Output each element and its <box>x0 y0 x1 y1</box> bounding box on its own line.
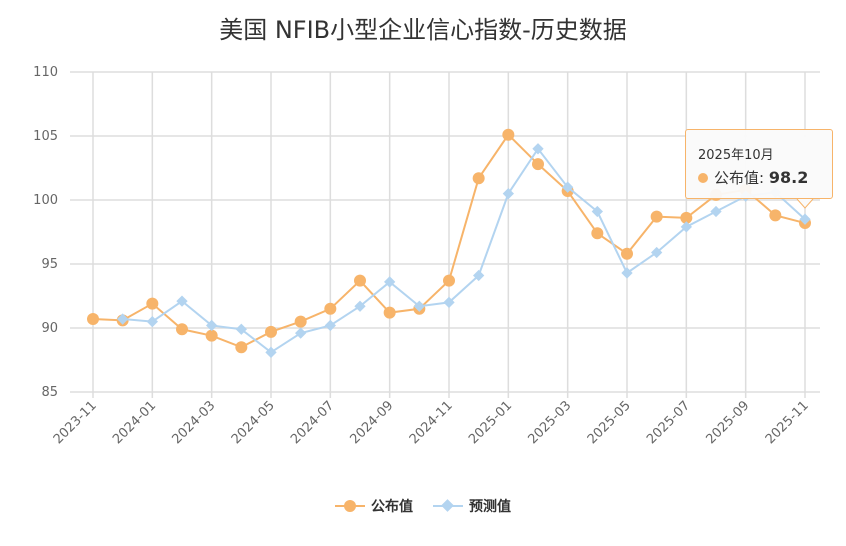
data-point <box>87 313 99 326</box>
data-point <box>621 267 633 279</box>
data-point <box>532 143 544 155</box>
data-point <box>472 172 485 185</box>
x-tick-label: 2024-03 <box>169 398 218 447</box>
x-tick-label: 2024-09 <box>347 398 396 447</box>
data-point <box>324 302 337 315</box>
data-point <box>176 323 188 336</box>
data-point <box>680 211 693 224</box>
data-point <box>384 276 396 288</box>
x-tick-label: 2024-11 <box>407 398 456 447</box>
data-point <box>354 274 366 287</box>
data-point <box>710 205 722 218</box>
tooltip-value: 98.2 <box>768 168 809 187</box>
x-tick-label: 2025-01 <box>466 398 515 447</box>
data-point <box>146 315 158 328</box>
data-point <box>799 213 811 225</box>
x-tick-label: 2024-01 <box>110 398 159 447</box>
data-point <box>295 327 307 339</box>
x-tick-label: 2025-11 <box>763 398 812 447</box>
y-tick-label: 90 <box>41 321 58 336</box>
x-tick-label: 2023-11 <box>51 398 100 447</box>
x-tick-label: 2025-09 <box>703 398 752 447</box>
tooltip: 2025年10月 公布值: 98.2 <box>685 129 833 199</box>
data-point <box>413 300 425 312</box>
data-point <box>443 296 455 309</box>
x-tick-label: 2025-05 <box>585 398 634 447</box>
legend: 公布值 预测值 <box>0 496 846 516</box>
data-point <box>265 346 277 358</box>
data-point <box>562 181 574 193</box>
data-point <box>502 187 514 200</box>
legend-item-published[interactable]: 公布值 <box>335 496 413 516</box>
data-point <box>176 295 188 307</box>
y-tick-label: 85 <box>41 385 58 400</box>
data-point <box>443 274 455 287</box>
data-point <box>621 247 633 260</box>
y-tick-label: 95 <box>41 257 58 272</box>
y-tick-label: 100 <box>33 193 58 208</box>
data-point <box>324 319 336 332</box>
data-point <box>591 227 604 240</box>
y-tick-label: 105 <box>33 129 58 144</box>
data-point <box>294 315 307 328</box>
data-point <box>235 323 247 335</box>
tooltip-date: 2025年10月 <box>698 148 774 163</box>
circle-marker-icon <box>698 173 708 183</box>
data-point <box>205 329 218 342</box>
tooltip-pointer <box>796 198 814 209</box>
data-point <box>769 209 782 222</box>
data-point <box>265 325 277 338</box>
x-tick-label: 2024-05 <box>229 398 278 447</box>
data-point <box>473 269 485 282</box>
data-point <box>146 297 159 310</box>
circle-marker-icon <box>335 500 365 512</box>
tooltip-series: 公布值 <box>714 169 760 187</box>
data-point <box>235 341 248 354</box>
data-point <box>502 128 515 141</box>
diamond-marker-icon <box>433 499 463 512</box>
legend-item-forecast[interactable]: 预测值 <box>433 496 511 516</box>
data-point <box>591 205 603 218</box>
data-point <box>532 158 544 171</box>
data-point <box>650 210 663 223</box>
legend-label: 公布值 <box>371 499 413 515</box>
chart-title: 美国 NFIB小型企业信心指数-历史数据 <box>219 16 627 44</box>
data-point <box>206 319 218 332</box>
data-point <box>354 300 366 312</box>
x-tick-label: 2025-07 <box>644 398 693 447</box>
data-point <box>651 246 663 259</box>
data-point <box>383 306 396 319</box>
x-tick-label: 2025-03 <box>525 398 574 447</box>
legend-label: 预测值 <box>469 499 511 515</box>
data-point <box>680 221 692 233</box>
x-tick-label: 2024-07 <box>288 398 337 447</box>
y-tick-label: 110 <box>33 65 58 80</box>
